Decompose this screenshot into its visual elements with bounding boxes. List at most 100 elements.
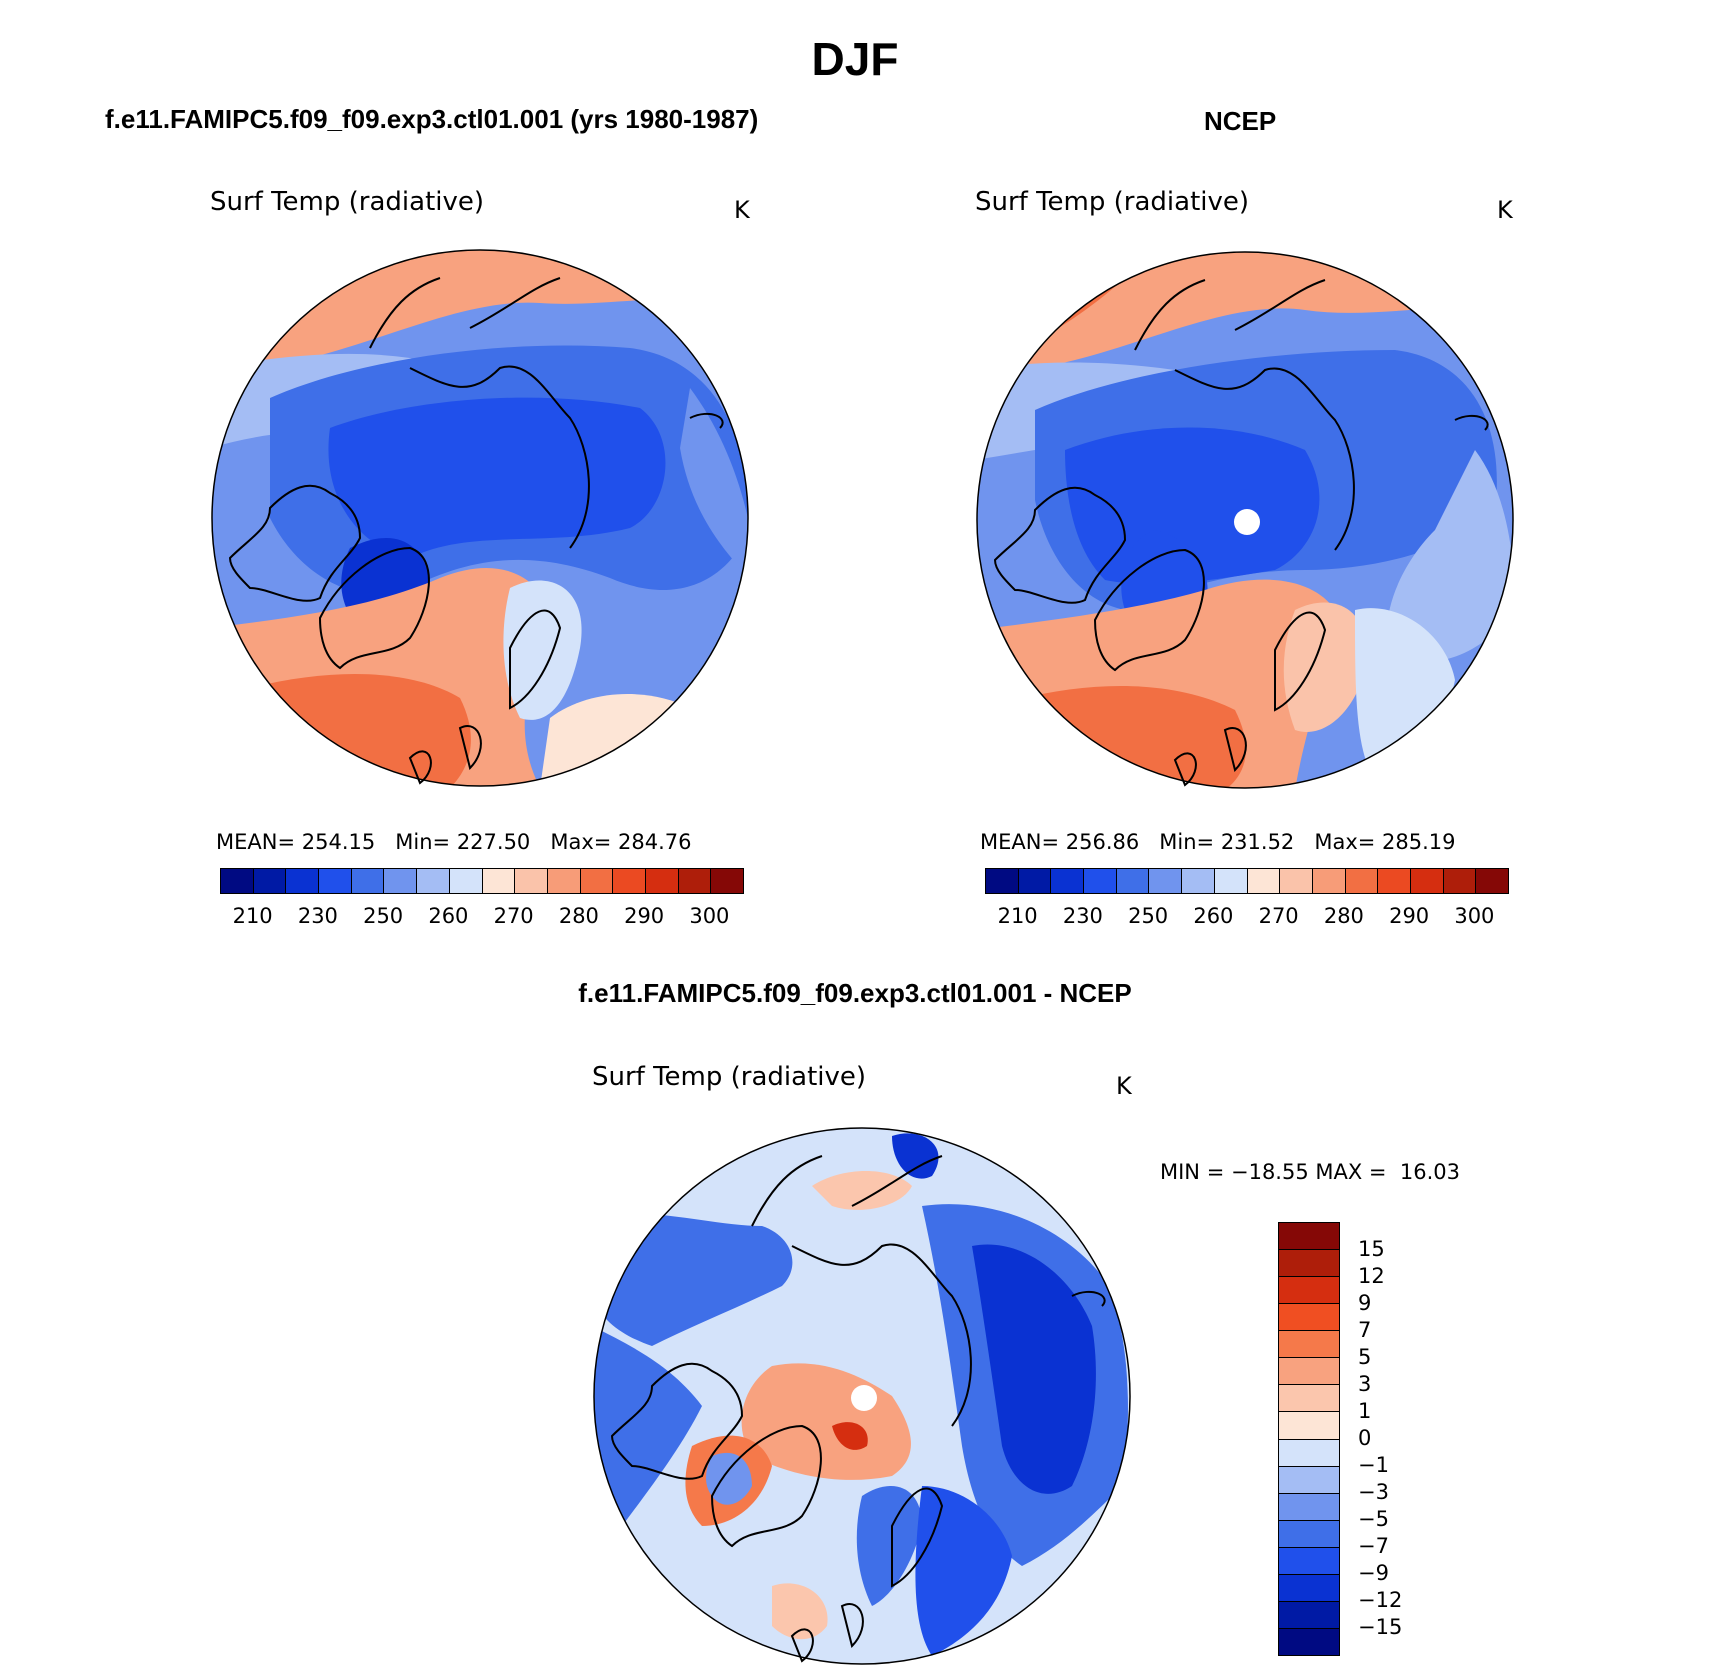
model-colorbar-tick-label: 210 (232, 904, 273, 928)
ncep-colorbar-tick-label: 300 (1454, 904, 1495, 928)
diff-colorbar-swatch (1279, 1331, 1339, 1359)
ncep-colorbar-tick-label: 250 (1128, 904, 1169, 928)
ncep-colorbar-tick-label: 210 (997, 904, 1038, 928)
model-colorbar-swatch (580, 869, 614, 893)
model-colorbar-swatch (678, 869, 712, 893)
ncep-colorbar-swatch (1018, 869, 1052, 893)
ncep-variable-title: Surf Temp (radiative) (975, 187, 1250, 217)
diff-colorbar-swatch (1279, 1493, 1339, 1521)
model-colorbar-tick-label: 270 (493, 904, 534, 928)
diff-colorbar-tick-label: −1 (1358, 1453, 1389, 1477)
model-colorbar-swatch (449, 869, 483, 893)
diff-polar-map (593, 1127, 1131, 1665)
model-colorbar-swatch (515, 869, 548, 893)
ncep-colorbar-swatch (1280, 869, 1313, 893)
model-colder-area (328, 397, 666, 558)
diff-colorbar-swatch (1279, 1358, 1339, 1386)
diff-colorbar-tick-label: −15 (1358, 1615, 1403, 1639)
ncep-colorbar-tick-label: 230 (1062, 904, 1103, 928)
model-east-siberia (680, 388, 748, 578)
ncep-colorbar-tick-label: 270 (1258, 904, 1299, 928)
model-colorbar-swatch (253, 869, 287, 893)
model-colorbar-swatch (547, 869, 581, 893)
diff-colorbar-swatch (1279, 1601, 1339, 1629)
model-colorbar-tick-label: 290 (624, 904, 665, 928)
diff-cold-canada (594, 1326, 702, 1526)
diff-colorbar-tick-label: 3 (1358, 1372, 1372, 1396)
diff-colorbar-swatch (1279, 1628, 1339, 1655)
model-colorbar-swatch (384, 869, 418, 893)
figure-title: DJF (811, 33, 899, 85)
diff-colorbar-swatch (1279, 1385, 1339, 1413)
ncep-units-label: K (1497, 196, 1513, 224)
diff-colorbar-swatch (1279, 1223, 1339, 1251)
diff-colorbar-tick-label: −3 (1358, 1480, 1389, 1504)
model-colorbar-swatch (221, 869, 254, 893)
ncep-colorbar (985, 868, 1509, 894)
diff-colorbar-tick-label: 1 (1358, 1399, 1372, 1423)
diff-colorbar (1278, 1222, 1340, 1656)
model-map-boundary (211, 249, 749, 787)
diff-variable-title: Surf Temp (radiative) (592, 1062, 867, 1092)
diff-europe-warm (772, 1583, 828, 1640)
model-coastlines (228, 277, 724, 785)
ncep-colorbar-swatch (1149, 869, 1183, 893)
diff-cold-russia (915, 1486, 1012, 1656)
diff-colorbar-tick-label: −5 (1358, 1507, 1389, 1531)
diff-coldest-siberia (972, 1244, 1096, 1494)
diff-colorbar-tick-label: 7 (1358, 1318, 1372, 1342)
ncep-colder-area (1065, 427, 1320, 585)
model-colorbar-swatch (417, 869, 450, 893)
ncep-colorbar-swatch (1214, 869, 1248, 893)
ncep-scandinavia (1283, 602, 1367, 732)
ncep-panel-title: NCEP (1204, 106, 1277, 136)
model-colorbar-labels: 210 230 250 260 270 280 290 300 (220, 904, 742, 932)
diff-warm-bering (812, 1171, 912, 1210)
ncep-colorbar-labels: 210 230 250 260 270 280 290 300 (985, 904, 1507, 932)
model-colorbar-swatch (613, 869, 646, 893)
diff-colorbar-swatch (1279, 1466, 1339, 1494)
diff-cold-chukotka (892, 1133, 939, 1179)
diff-colorbar-tick-label: 15 (1358, 1237, 1385, 1261)
model-colorbar-tick-label: 230 (297, 904, 338, 928)
diff-colorbar-swatch (1279, 1412, 1339, 1440)
ncep-russia (1355, 608, 1455, 780)
ncep-colorbar-swatch (1378, 869, 1411, 893)
model-colorbar-tick-label: 260 (428, 904, 469, 928)
ncep-polar-map (976, 251, 1514, 789)
diff-colorbar-tick-label: −9 (1358, 1561, 1389, 1585)
model-units-label: K (734, 196, 750, 224)
diff-colorbar-tick-label: −12 (1358, 1588, 1403, 1612)
ncep-colorbar-swatch (1182, 869, 1215, 893)
ncep-colorbar-swatch (1443, 869, 1477, 893)
diff-colorbar-swatch (1279, 1439, 1339, 1467)
ncep-colorbar-swatch (1312, 869, 1346, 893)
ncep-colorbar-swatch (1247, 869, 1281, 893)
ncep-colorbar-swatch (986, 869, 1019, 893)
model-colorbar-swatch (711, 869, 743, 893)
diff-cold-scandinavia (856, 1486, 922, 1606)
diff-colorbar-swatch (1279, 1250, 1339, 1278)
ncep-stats: MEAN= 256.86 Min= 231.52 Max= 285.19 (980, 830, 1456, 854)
diff-greenland-interior (706, 1452, 752, 1505)
ncep-coastlines (993, 279, 1489, 787)
diff-pole-hole (851, 1385, 877, 1411)
diff-colorbar-swatch (1279, 1520, 1339, 1548)
diff-colorbar-tick-label: 12 (1358, 1264, 1385, 1288)
diff-colorbar-swatch (1279, 1277, 1339, 1305)
ncep-warm-atlantic-core (1015, 686, 1246, 788)
model-panel-title: f.e11.FAMIPC5.f09_f09.exp3.ctl01.001 (yr… (105, 104, 759, 134)
diff-panel-title: f.e11.FAMIPC5.f09_f09.exp3.ctl01.001 - N… (578, 978, 1132, 1008)
model-colorbar-tick-label: 300 (689, 904, 730, 928)
diff-stats: MIN = −18.55 MAX = 16.03 (1160, 1160, 1461, 1184)
ncep-colorbar-tick-label: 260 (1193, 904, 1234, 928)
model-colorbar-tick-label: 250 (363, 904, 404, 928)
model-colorbar-swatch (482, 869, 516, 893)
model-variable-title: Surf Temp (radiative) (210, 187, 485, 217)
diff-colorbar-tick-label: 0 (1358, 1426, 1372, 1450)
diff-colorbar-tick-label: −7 (1358, 1534, 1389, 1558)
diff-units-label: K (1116, 1072, 1132, 1100)
diff-warm-core (832, 1422, 868, 1450)
diff-coastlines (610, 1155, 1106, 1663)
model-colorbar-swatch (351, 869, 385, 893)
